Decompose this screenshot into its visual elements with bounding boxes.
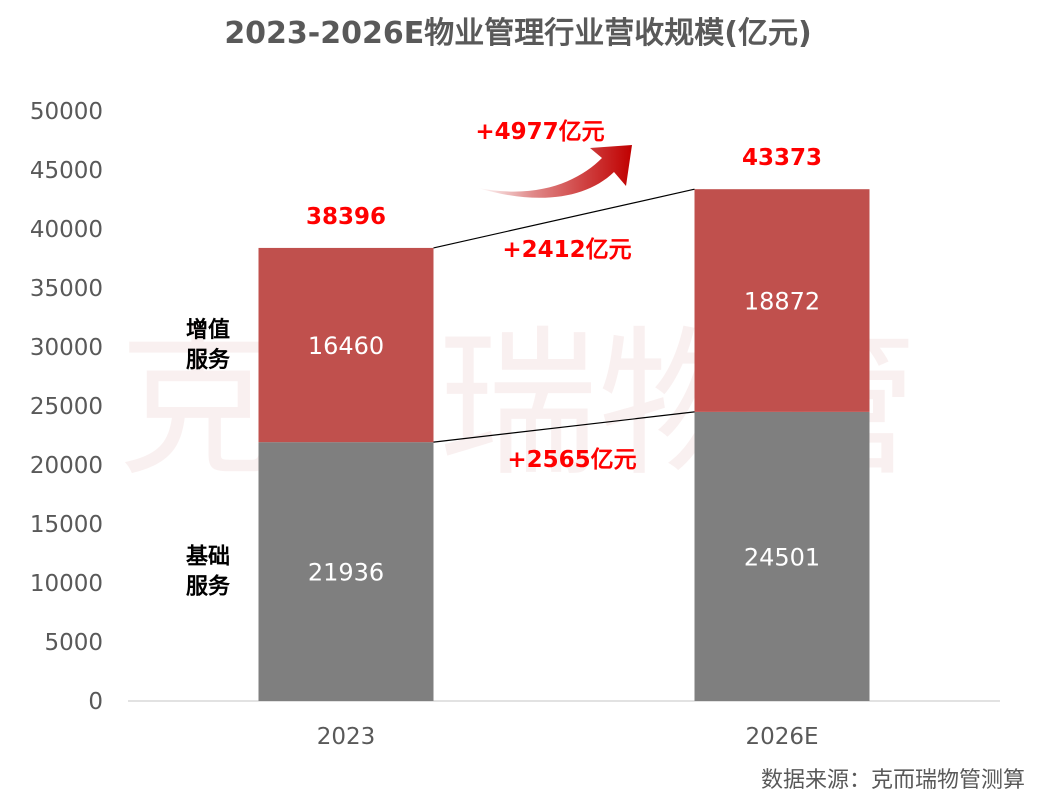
y-tick-label: 10000 [30, 571, 103, 597]
segment-labels: 21936 16460 24501 18872 [308, 288, 820, 587]
basic-growth-label: +2565亿元 [507, 447, 636, 473]
bars [258, 189, 870, 701]
y-tick-label: 45000 [30, 158, 103, 184]
y-tick-label: 35000 [30, 276, 103, 302]
x-tick-label: 2026E [745, 724, 818, 750]
connector-line [433, 188, 695, 249]
segment-value-label: 21936 [308, 559, 384, 587]
segment-value-label: 24501 [744, 543, 820, 571]
chart-title: 2023-2026E物业管理行业营收规模(亿元) [224, 16, 811, 51]
series-name-label: 基础服务 [186, 545, 231, 600]
bar-segment [258, 247, 434, 443]
bar-segment [694, 411, 870, 701]
connector-lines [433, 188, 695, 443]
y-tick-label: 0 [88, 689, 103, 715]
segment-value-label: 16460 [308, 332, 384, 360]
bar-segment [694, 189, 870, 412]
total-value-label: 38396 [306, 204, 386, 230]
y-tick-label: 40000 [30, 217, 103, 243]
y-tick-label: 15000 [30, 512, 103, 538]
source-note: 数据来源：克而瑞物管测算 [761, 768, 1025, 793]
connector-line [433, 411, 695, 443]
y-tick-label: 50000 [30, 99, 103, 125]
segment-value-label: 18872 [744, 288, 820, 316]
value-added-growth-label: +2412亿元 [502, 237, 631, 263]
total-growth-label: +4977亿元 [475, 119, 604, 145]
total-value-label: 43373 [742, 145, 822, 171]
growth-arrow [478, 145, 632, 198]
x-tick-label: 2023 [317, 724, 376, 750]
y-tick-label: 25000 [30, 394, 103, 420]
total-labels: 38396 43373 [306, 145, 822, 230]
y-axis: 0 5000 10000 15000 20000 25000 30000 35000 40000… [30, 99, 103, 715]
x-axis-labels: 2023 2026E [317, 724, 819, 750]
y-tick-label: 5000 [44, 630, 103, 656]
bar-segment [258, 442, 434, 701]
y-tick-label: 30000 [30, 335, 103, 361]
series-name-label: 增值服务 [186, 317, 231, 373]
y-tick-label: 20000 [30, 453, 103, 479]
